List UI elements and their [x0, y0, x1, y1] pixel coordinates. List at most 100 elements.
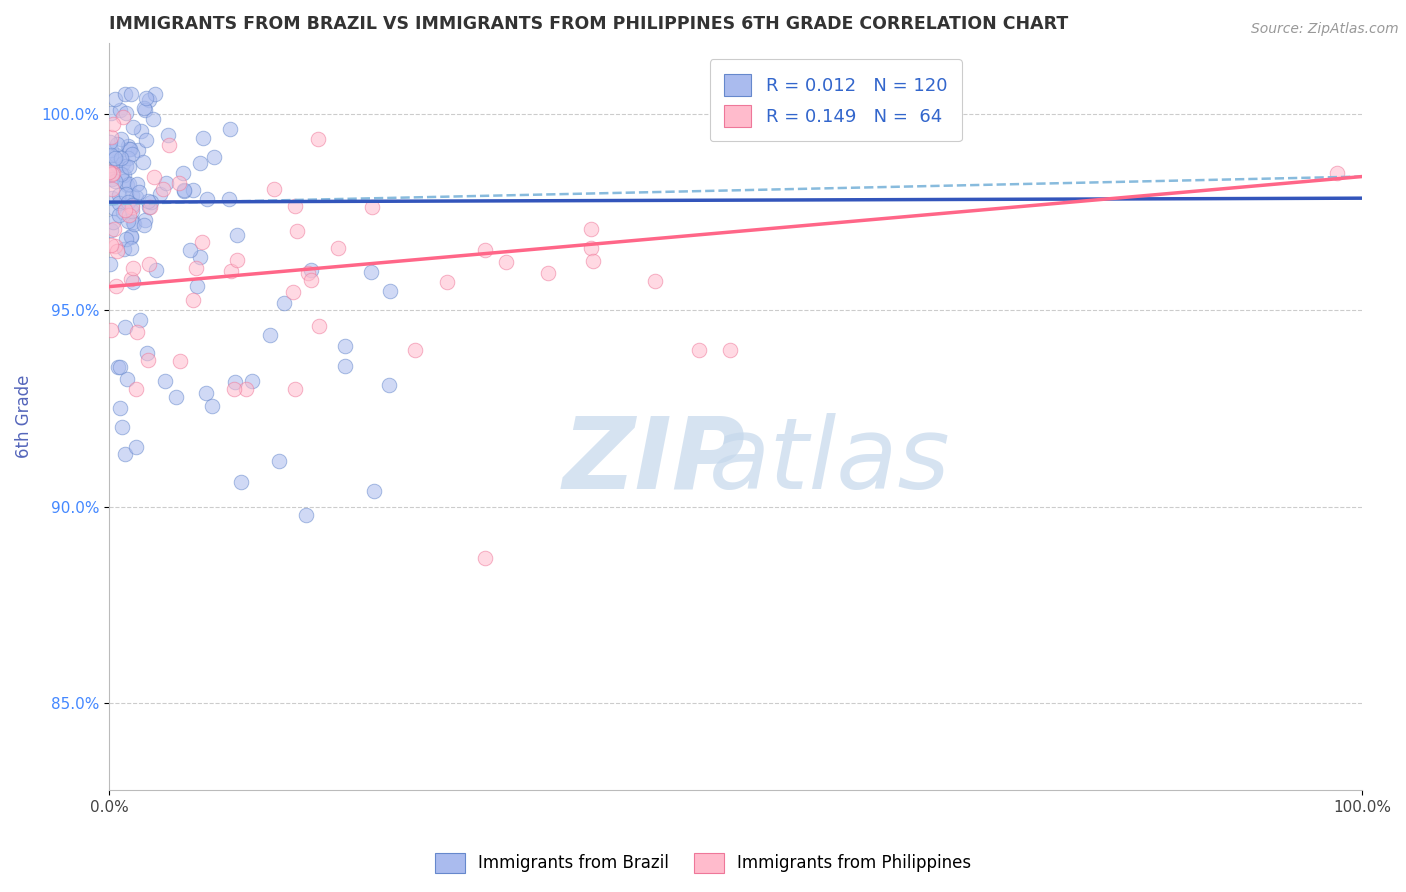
Point: [98, 135, 121, 149]
Point: [360, 265, 382, 279]
Point: [143, 87, 166, 101]
Point: [1326, 166, 1348, 180]
Point: [326, 241, 349, 255]
Point: [202, 150, 225, 164]
Point: [127, 143, 149, 157]
Point: [105, 278, 128, 293]
Point: [378, 284, 401, 298]
Point: [219, 121, 242, 136]
Point: [114, 320, 136, 334]
Point: [301, 273, 323, 287]
Point: [105, 158, 128, 172]
Point: [121, 146, 143, 161]
Point: [120, 229, 142, 244]
Text: Source: ZipAtlas.com: Source: ZipAtlas.com: [1251, 22, 1399, 37]
Point: [138, 200, 160, 214]
Point: [114, 447, 136, 461]
Point: [104, 92, 127, 106]
Point: [129, 123, 152, 137]
Point: [186, 261, 208, 276]
Point: [115, 372, 138, 386]
Point: [537, 266, 560, 280]
Text: atlas: atlas: [709, 413, 950, 509]
Point: [138, 93, 160, 107]
Point: [101, 172, 124, 186]
Point: [474, 550, 496, 565]
Point: [165, 390, 187, 404]
Point: [297, 267, 319, 281]
Point: [112, 169, 135, 183]
Point: [110, 132, 132, 146]
Point: [112, 174, 135, 188]
Point: [108, 208, 131, 222]
Point: [335, 359, 357, 374]
Point: [129, 313, 152, 327]
Point: [118, 142, 141, 156]
Point: [242, 374, 264, 388]
Point: [186, 279, 208, 293]
Point: [188, 250, 211, 264]
Point: [224, 375, 246, 389]
Point: [134, 103, 156, 117]
Point: [101, 182, 124, 196]
Point: [135, 91, 157, 105]
Point: [295, 508, 318, 522]
Point: [101, 117, 124, 131]
Point: [103, 202, 125, 216]
Point: [108, 103, 131, 117]
Point: [169, 354, 191, 368]
Point: [132, 101, 155, 115]
Point: [333, 339, 356, 353]
Point: [222, 382, 245, 396]
Point: [285, 224, 308, 238]
Point: [117, 214, 139, 228]
Point: [136, 346, 159, 360]
Point: [100, 223, 122, 237]
Point: [436, 275, 458, 289]
Point: [145, 263, 167, 277]
Point: [115, 232, 138, 246]
Point: [121, 187, 143, 202]
Point: [404, 343, 426, 357]
Point: [112, 242, 135, 256]
Point: [307, 132, 329, 146]
Point: [110, 167, 132, 181]
Text: ZIP: ZIP: [562, 413, 745, 509]
Point: [136, 352, 159, 367]
Text: IMMIGRANTS FROM BRAZIL VS IMMIGRANTS FROM PHILIPPINES 6TH GRADE CORRELATION CHAR: IMMIGRANTS FROM BRAZIL VS IMMIGRANTS FRO…: [110, 15, 1069, 33]
Point: [111, 156, 134, 170]
Point: [195, 386, 218, 401]
Point: [101, 215, 124, 229]
Point: [284, 199, 307, 213]
Point: [235, 382, 257, 396]
Point: [474, 243, 496, 257]
Point: [108, 360, 131, 375]
Point: [125, 325, 148, 339]
Point: [259, 328, 281, 343]
Point: [121, 200, 143, 214]
Point: [226, 228, 249, 243]
Point: [195, 192, 218, 206]
Point: [120, 142, 142, 156]
Point: [155, 176, 177, 190]
Point: [377, 378, 399, 392]
Point: [105, 244, 128, 258]
Point: [101, 167, 124, 181]
Point: [284, 382, 307, 396]
Point: [110, 152, 132, 166]
Point: [301, 263, 323, 277]
Point: [100, 238, 122, 252]
Point: [104, 174, 127, 188]
Point: [139, 200, 162, 214]
Point: [125, 441, 148, 455]
Point: [283, 285, 305, 300]
Point: [107, 359, 129, 374]
Point: [131, 155, 153, 169]
Point: [363, 484, 385, 499]
Point: [188, 156, 211, 170]
Point: [100, 148, 122, 162]
Point: [191, 131, 214, 145]
Point: [263, 182, 285, 196]
Point: [688, 343, 710, 357]
Point: [117, 195, 139, 210]
